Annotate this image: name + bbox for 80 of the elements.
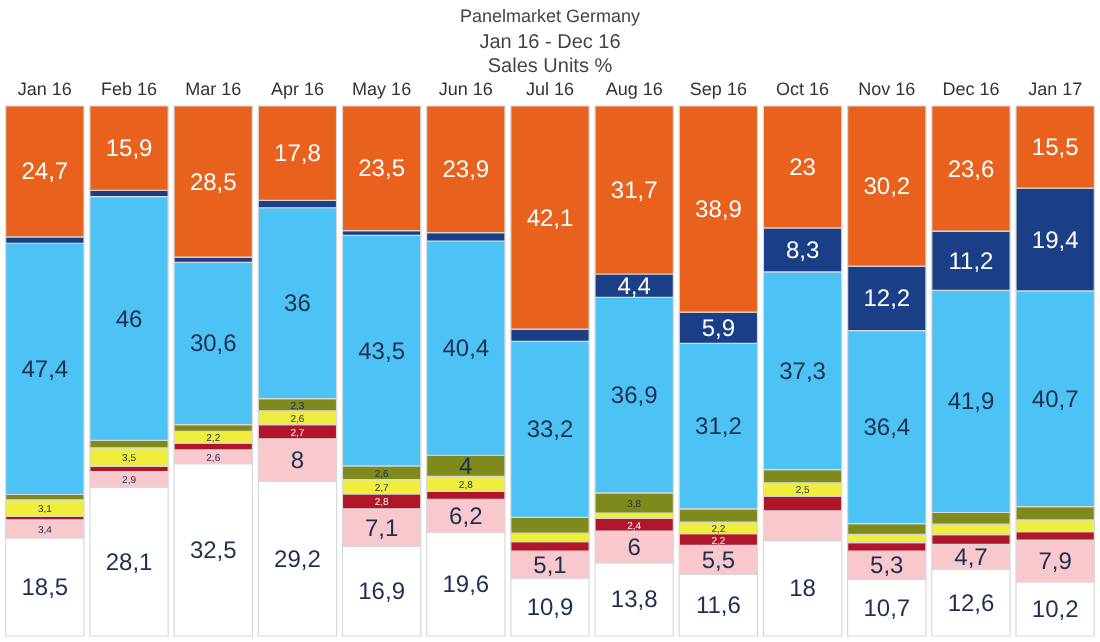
data-label: 6,2 <box>449 501 484 530</box>
data-label: 5,9 <box>701 313 736 342</box>
data-label: 40,7 <box>1031 384 1080 413</box>
bar <box>5 242 85 496</box>
data-label: 19,6 <box>442 570 490 599</box>
x-tick-label: Dec 16 <box>942 79 1000 99</box>
data-label: 47,4 <box>21 354 69 383</box>
data-label: 15,5 <box>1031 133 1080 162</box>
chart-title: Panelmarket Germany <box>459 6 642 26</box>
data-label: 37,3 <box>779 356 827 385</box>
data-label: 30,2 <box>863 172 911 201</box>
data-label: 18 <box>789 574 817 603</box>
data-label: 5,3 <box>870 551 905 580</box>
data-label: 11,2 <box>948 246 995 275</box>
bar <box>89 196 169 442</box>
data-label: 23,5 <box>358 154 406 183</box>
data-label: 46 <box>115 304 144 333</box>
chart-subtitle: Jan 16 - Dec 16 Sales Units % <box>479 32 622 78</box>
data-label: 33,2 <box>526 415 574 444</box>
x-tick-label: Nov 16 <box>858 79 916 99</box>
data-label: 36,9 <box>610 381 659 410</box>
bar <box>89 105 169 191</box>
data-label: 23,9 <box>442 155 490 184</box>
x-tick-label: Apr 16 <box>270 79 324 99</box>
data-label: 24,7 <box>21 157 69 186</box>
data-label: 10,9 <box>526 593 574 622</box>
data-label: 13,8 <box>610 585 659 614</box>
bar <box>173 105 253 258</box>
data-label: 43,5 <box>358 336 406 365</box>
bar <box>173 261 253 426</box>
x-tick-label: Aug 16 <box>605 79 663 99</box>
data-label: 18,5 <box>21 572 69 601</box>
data-label: 29,2 <box>274 544 322 573</box>
data-label: 15,9 <box>105 134 154 163</box>
data-label: 8,3 <box>785 235 820 264</box>
data-label: 31,2 <box>695 412 743 441</box>
bar <box>5 105 85 238</box>
data-label: 11,6 <box>695 591 742 620</box>
data-label: 28,5 <box>189 167 238 196</box>
data-label: 30,6 <box>189 329 238 358</box>
bar <box>257 105 338 201</box>
data-label: 36 <box>284 289 312 318</box>
x-tick-label: Jul 16 <box>525 79 575 99</box>
x-tick-label: Oct 16 <box>776 79 830 99</box>
data-label: 10,2 <box>1031 594 1080 623</box>
data-label: 4,4 <box>617 271 652 300</box>
bar <box>341 105 422 232</box>
data-label: 7,1 <box>364 513 399 542</box>
data-label: 23,6 <box>947 154 995 183</box>
data-label: 23 <box>789 152 817 181</box>
x-tick-label: Jan 16 <box>17 79 72 99</box>
data-label: 32,5 <box>189 535 238 564</box>
data-label: 40,4 <box>442 334 490 363</box>
data-label: 7,9 <box>1038 547 1073 576</box>
x-tick-label: May 16 <box>352 79 412 99</box>
data-label: 8 <box>290 446 305 475</box>
bar <box>5 499 85 517</box>
data-label: 31,7 <box>610 176 659 205</box>
data-label: 41,9 <box>947 387 995 416</box>
data-label: 36,4 <box>863 413 911 442</box>
data-label: 4 <box>459 451 474 480</box>
data-label: 4,7 <box>954 542 989 571</box>
data-label: 42,1 <box>526 203 574 232</box>
data-label: 17,8 <box>274 139 322 168</box>
data-label: 12,2 <box>863 284 911 313</box>
data-label: 28,1 <box>105 547 154 576</box>
data-label: 5,1 <box>533 550 568 579</box>
data-label: 5,5 <box>701 545 736 574</box>
data-label: 10,7 <box>863 593 911 622</box>
x-tick-label: Feb 16 <box>101 79 158 99</box>
x-tick-label: Jan 17 <box>1028 79 1083 99</box>
x-tick-label: Jun 16 <box>438 79 493 99</box>
x-tick-label: Mar 16 <box>185 79 242 99</box>
data-label: 6 <box>627 532 642 561</box>
data-label: 19,4 <box>1031 225 1080 254</box>
data-label: 38,9 <box>695 195 743 224</box>
bar <box>426 105 506 234</box>
data-label: 16,9 <box>358 577 406 606</box>
data-label: 12,6 <box>947 588 995 617</box>
x-tick-label: Sep 16 <box>689 79 747 99</box>
